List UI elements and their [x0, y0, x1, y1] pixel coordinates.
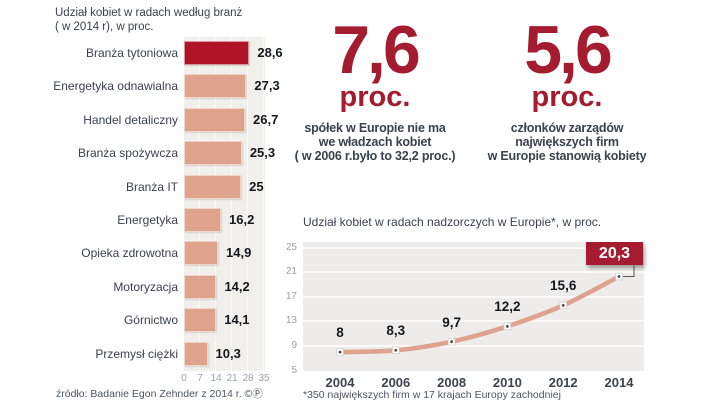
- bar-x-tick: 35: [258, 373, 270, 384]
- line-x-tick: 2006: [381, 375, 411, 390]
- bar-x-tick: 21: [226, 373, 238, 384]
- bar-value-label: 14,1: [224, 312, 250, 328]
- bar: [184, 208, 222, 232]
- line-point-value: 15,6: [550, 278, 577, 294]
- bar-x-tick: 14: [210, 373, 222, 384]
- stat-women-board-members: 5,6 proc. członków zarządów największych…: [472, 12, 662, 163]
- gridline: [303, 320, 644, 323]
- bar-value-label: 14,2: [224, 278, 250, 294]
- bar-chart-title-line1: Udział kobiet w radach według branż: [55, 7, 243, 19]
- bar-value-label: 28,6: [257, 45, 283, 60]
- line-y-tick: 21: [285, 266, 297, 278]
- bar-chart-title-line2: ( w 2014 r), w proc.: [55, 21, 154, 33]
- bar-value-label: 27,3: [254, 78, 280, 94]
- bar-category-label: Energetyka: [117, 213, 178, 227]
- gridline: [303, 246, 644, 249]
- bar: [184, 107, 246, 132]
- line-x-tick: 2014: [604, 375, 634, 390]
- stat-unit: proc.: [531, 81, 603, 113]
- line-chart-title: Udział kobiet w radach nadzorczych w Eur…: [303, 215, 602, 229]
- stat-companies-without-women: 7,6 proc. spółek w Europie nie ma we wła…: [280, 12, 470, 163]
- gridline: [303, 295, 644, 298]
- stat-description-line: ( w 2006 r.było to 32,2 proc.): [294, 149, 456, 163]
- bar-category-label: Opieka zdrowotna: [81, 246, 178, 261]
- bar-category-label: Przemysł ciężki: [95, 346, 178, 361]
- bar-value-label: 25: [249, 178, 264, 194]
- stat-unit: proc.: [339, 81, 411, 113]
- stat-description-line: członków zarządów: [510, 121, 624, 135]
- line-x-tick: 2010: [492, 375, 522, 390]
- stat-description: spółek w Europie nie ma we władzach kobi…: [280, 121, 470, 163]
- bar: [184, 141, 242, 166]
- line-point-value: 9,7: [442, 314, 461, 330]
- stat-value: 5,6: [524, 12, 613, 88]
- stat-description-line: spółek w Europie nie ma: [304, 121, 446, 135]
- stat-value: 7,6: [332, 12, 421, 88]
- gridline: [303, 271, 644, 274]
- line-point-value: 8: [336, 325, 344, 341]
- line-y-tick: 13: [285, 315, 297, 327]
- source-note: źródło: Badanie Egon Zehnder z 2014 r. ©…: [56, 388, 263, 400]
- line-y-tick: 9: [291, 340, 297, 351]
- bar-x-tick: 0: [181, 373, 187, 384]
- stat-description-line: w Europie stanowią kobiety: [487, 149, 647, 163]
- gridline: [303, 345, 644, 347]
- bar-value-label: 10,3: [215, 345, 241, 361]
- bar: [184, 308, 217, 333]
- line-point-value: 8,3: [386, 323, 406, 339]
- bar: [184, 174, 242, 199]
- line-point-value: 12,2: [494, 299, 521, 315]
- bar-category-label: Motoryzacja: [113, 279, 178, 294]
- bar: [184, 74, 247, 99]
- highlight-value-badge: 20,3: [586, 242, 643, 265]
- bar-x-tick: 28: [242, 373, 254, 384]
- line-x-tick: 2012: [548, 375, 578, 390]
- bar-category-label: Branża tytoniowa: [85, 46, 178, 60]
- bar-category-label: Energetyka odnawialna: [53, 79, 178, 94]
- bar-category-label: Górnictwo: [123, 313, 178, 328]
- bar: [184, 274, 217, 299]
- bar-value-label: 16,2: [229, 212, 255, 227]
- line-x-tick: 2004: [325, 375, 355, 390]
- bar-value-label: 26,7: [253, 111, 279, 127]
- stat-description-line: we władzach kobiet: [318, 135, 432, 149]
- bar: [184, 241, 219, 266]
- bar-value-label: 25,3: [249, 145, 276, 161]
- bar-value-label: 14,9: [226, 245, 252, 261]
- bar-category-label: Branża IT: [125, 179, 178, 194]
- line-chart-footnote: *350 największych firm w 17 krajach Euro…: [303, 389, 561, 401]
- line-x-tick: 2008: [437, 375, 467, 390]
- line-y-tick: 17: [285, 290, 297, 302]
- bar: [184, 41, 250, 65]
- stat-description: członków zarządów największych firm w Eu…: [472, 121, 662, 163]
- line-y-tick: 5: [291, 364, 297, 376]
- stat-description-line: największych firm: [515, 135, 619, 149]
- bar-chart-title: Udział kobiet w radach według branż ( w …: [55, 6, 242, 34]
- bar-category-label: Branża spożywcza: [77, 146, 178, 161]
- bar-x-tick: 7: [197, 373, 203, 384]
- bar: [184, 341, 208, 366]
- line-y-tick: 25: [285, 241, 297, 253]
- bar-category-label: Handel detaliczny: [83, 112, 178, 127]
